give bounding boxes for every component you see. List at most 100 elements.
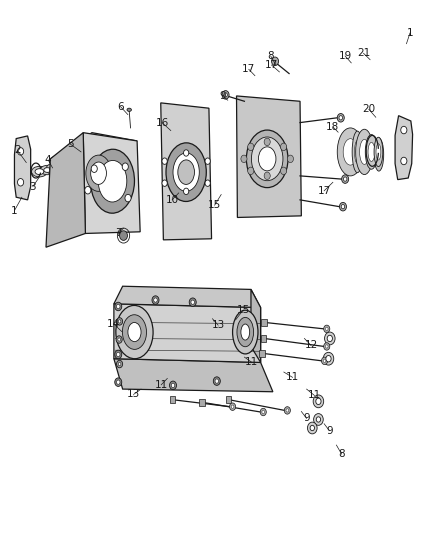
Ellipse shape bbox=[127, 108, 131, 111]
Circle shape bbox=[18, 179, 24, 186]
Text: 11: 11 bbox=[245, 358, 258, 367]
Bar bbox=[261, 335, 266, 342]
Ellipse shape bbox=[49, 165, 60, 173]
Ellipse shape bbox=[178, 160, 194, 184]
Circle shape bbox=[337, 114, 344, 122]
Circle shape bbox=[213, 377, 220, 385]
Ellipse shape bbox=[116, 305, 153, 359]
Ellipse shape bbox=[376, 144, 381, 160]
Circle shape bbox=[314, 414, 323, 425]
Circle shape bbox=[118, 320, 121, 323]
Text: 21: 21 bbox=[357, 49, 370, 58]
Ellipse shape bbox=[44, 168, 51, 172]
Ellipse shape bbox=[343, 139, 357, 165]
Circle shape bbox=[310, 425, 314, 431]
Circle shape bbox=[115, 350, 122, 359]
Circle shape bbox=[401, 157, 407, 165]
Circle shape bbox=[321, 357, 328, 365]
Ellipse shape bbox=[251, 137, 283, 181]
Circle shape bbox=[117, 380, 120, 384]
Text: 17: 17 bbox=[265, 60, 278, 70]
Circle shape bbox=[115, 302, 122, 311]
Circle shape bbox=[117, 352, 120, 357]
Ellipse shape bbox=[352, 131, 363, 173]
Ellipse shape bbox=[91, 149, 134, 213]
Circle shape bbox=[118, 338, 120, 341]
Bar bbox=[226, 396, 231, 403]
Text: 13: 13 bbox=[127, 390, 140, 399]
Circle shape bbox=[325, 332, 335, 345]
Bar bbox=[261, 319, 267, 326]
Circle shape bbox=[18, 148, 24, 155]
Circle shape bbox=[280, 143, 286, 151]
Ellipse shape bbox=[241, 324, 250, 340]
Ellipse shape bbox=[365, 135, 378, 169]
Circle shape bbox=[231, 405, 234, 408]
Circle shape bbox=[342, 175, 349, 183]
Circle shape bbox=[313, 395, 324, 408]
Circle shape bbox=[264, 138, 270, 146]
Text: 14: 14 bbox=[107, 319, 120, 329]
Circle shape bbox=[316, 417, 321, 422]
Text: 11: 11 bbox=[286, 373, 299, 382]
Circle shape bbox=[222, 91, 229, 99]
Circle shape bbox=[324, 325, 330, 333]
Circle shape bbox=[260, 408, 266, 416]
Circle shape bbox=[343, 177, 347, 181]
Circle shape bbox=[339, 116, 343, 120]
Circle shape bbox=[323, 352, 334, 365]
Text: 19: 19 bbox=[339, 51, 352, 61]
Polygon shape bbox=[114, 304, 261, 362]
Circle shape bbox=[224, 93, 227, 97]
Text: 7: 7 bbox=[115, 229, 122, 238]
Circle shape bbox=[115, 378, 122, 386]
Text: 10: 10 bbox=[166, 195, 179, 205]
Ellipse shape bbox=[55, 163, 71, 173]
Circle shape bbox=[117, 318, 123, 325]
Circle shape bbox=[324, 343, 330, 350]
Text: 20: 20 bbox=[362, 104, 375, 114]
Text: 9: 9 bbox=[303, 414, 310, 423]
Circle shape bbox=[316, 398, 321, 405]
Circle shape bbox=[162, 180, 167, 187]
Circle shape bbox=[326, 356, 331, 362]
Text: 13: 13 bbox=[212, 320, 225, 330]
Circle shape bbox=[280, 167, 286, 174]
Text: 15: 15 bbox=[237, 305, 250, 315]
Text: 6: 6 bbox=[117, 102, 124, 111]
Circle shape bbox=[264, 172, 270, 180]
Circle shape bbox=[205, 158, 210, 164]
Circle shape bbox=[248, 167, 254, 174]
Circle shape bbox=[170, 381, 177, 390]
Circle shape bbox=[154, 298, 157, 302]
Circle shape bbox=[116, 336, 122, 343]
Circle shape bbox=[287, 155, 293, 163]
Circle shape bbox=[215, 379, 219, 383]
Circle shape bbox=[122, 163, 128, 171]
Ellipse shape bbox=[374, 138, 384, 171]
Polygon shape bbox=[114, 359, 273, 392]
Circle shape bbox=[307, 422, 317, 434]
Circle shape bbox=[286, 409, 289, 412]
Circle shape bbox=[262, 410, 265, 414]
Circle shape bbox=[189, 298, 196, 306]
Text: 17: 17 bbox=[242, 64, 255, 74]
Circle shape bbox=[272, 57, 279, 66]
Circle shape bbox=[205, 180, 210, 187]
Text: 3: 3 bbox=[29, 182, 36, 191]
Ellipse shape bbox=[166, 143, 206, 201]
Circle shape bbox=[230, 403, 236, 410]
Polygon shape bbox=[46, 133, 85, 247]
Circle shape bbox=[184, 150, 189, 156]
Polygon shape bbox=[237, 96, 301, 217]
Circle shape bbox=[117, 360, 123, 368]
Text: 2: 2 bbox=[14, 146, 21, 155]
Ellipse shape bbox=[40, 165, 54, 175]
Ellipse shape bbox=[237, 317, 254, 346]
Text: 15: 15 bbox=[208, 200, 221, 210]
Ellipse shape bbox=[58, 165, 67, 171]
Text: 8: 8 bbox=[338, 449, 345, 459]
Circle shape bbox=[171, 383, 175, 387]
Text: 11: 11 bbox=[155, 380, 168, 390]
Ellipse shape bbox=[337, 128, 364, 176]
